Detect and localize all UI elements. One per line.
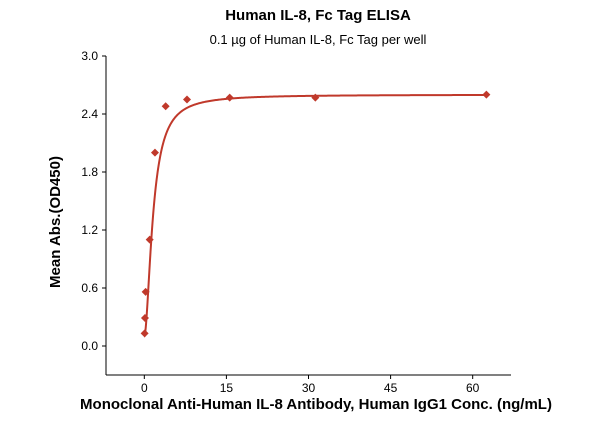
data-point: [140, 329, 149, 338]
y-tick-label: 1.8: [81, 165, 98, 179]
x-tick-label: 0: [141, 381, 148, 395]
y-tick-label: 2.4: [81, 107, 98, 121]
x-tick-label: 30: [302, 381, 316, 395]
x-tick-label: 45: [384, 381, 398, 395]
data-point: [145, 235, 154, 244]
data-point: [225, 93, 234, 102]
data-point: [150, 148, 159, 157]
data-point: [140, 313, 149, 322]
x-axis-ticks: 0 15 30 45 60: [141, 375, 480, 395]
x-tick-label: 60: [466, 381, 480, 395]
data-point: [141, 287, 150, 296]
y-axis-ticks: 0.0 0.6 1.2 1.8 2.4 3.0: [81, 49, 106, 353]
data-point: [161, 102, 170, 111]
y-tick-label: 3.0: [81, 49, 98, 63]
y-tick-label: 1.2: [81, 223, 98, 237]
data-point: [311, 93, 320, 102]
y-tick-label: 0.6: [81, 281, 98, 295]
chart-subtitle: 0.1 µg of Human IL-8, Fc Tag per well: [210, 32, 427, 47]
data-point: [482, 90, 491, 99]
x-axis-label: Monoclonal Anti-Human IL-8 Antibody, Hum…: [80, 396, 552, 413]
x-tick-label: 15: [220, 381, 234, 395]
data-point: [183, 95, 191, 104]
data-points: [140, 90, 491, 338]
y-tick-label: 0.0: [81, 339, 98, 353]
chart-title: Human IL-8, Fc Tag ELISA: [225, 7, 411, 24]
fit-curve: [143, 94, 487, 338]
y-axis-label: Mean Abs.(OD450): [47, 156, 64, 288]
